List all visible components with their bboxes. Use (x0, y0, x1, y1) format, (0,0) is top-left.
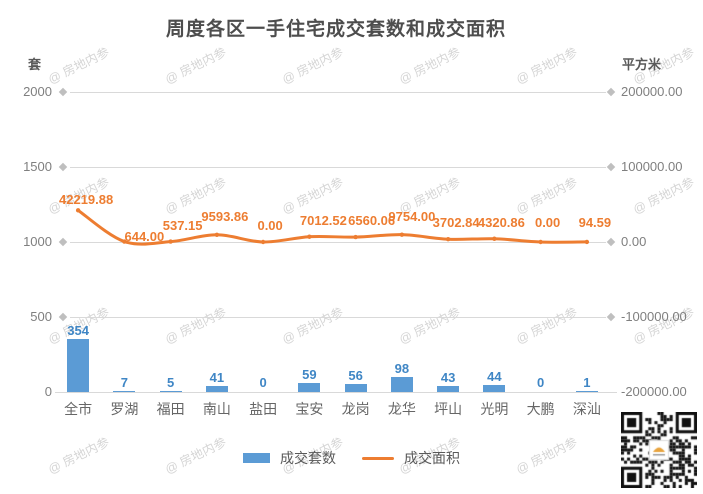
bar (344, 383, 367, 392)
line-point-label: 42219.88 (59, 192, 114, 207)
bar-value-label: 5 (167, 375, 175, 390)
category-label: 龙华 (387, 401, 416, 417)
grid-diamond-left (58, 87, 68, 97)
bar-value-label: 56 (348, 367, 363, 383)
category-label: 福田 (156, 401, 185, 417)
bar (437, 385, 460, 392)
legend-line-swatch (362, 456, 394, 460)
right-tick-label: 0.00 (621, 234, 647, 249)
legend-bar-swatch (243, 453, 270, 463)
bar (113, 390, 136, 392)
bar (390, 377, 413, 392)
watermark: @ 房地内参 (162, 305, 229, 347)
line-point-label: 94.59 (578, 215, 612, 230)
line-point-label: 4320.86 (477, 215, 525, 230)
grid-diamond-left (58, 237, 68, 247)
chart-title: 周度各区一手住宅成交套数和成交面积 (165, 19, 506, 40)
grid-diamond-right (606, 87, 616, 97)
bar-value-label: 44 (487, 369, 502, 385)
watermark: @ 房地内参 (513, 45, 580, 87)
grid-diamond-right (606, 237, 616, 247)
bar (483, 385, 506, 392)
bar (575, 391, 598, 392)
category-label: 盐田 (249, 401, 278, 417)
line-point-label: 9593.86 (201, 209, 249, 224)
category-label: 龙岗 (341, 401, 370, 417)
bar-value-label: 0 (259, 375, 267, 390)
left-axis-name: 套 (28, 57, 42, 72)
watermark: @ 房地内参 (279, 305, 346, 347)
bar (298, 383, 321, 392)
left-tick-label: 1000 (23, 234, 52, 249)
watermark: @ 房地内参 (513, 305, 580, 347)
category-label: 光明 (480, 401, 509, 417)
category-label: 坪山 (434, 401, 463, 417)
left-tick-label: 0 (44, 384, 52, 399)
category-label: 深汕 (572, 401, 601, 417)
category-label: 宝安 (295, 401, 324, 417)
legend-bar-label: 成交套数 (280, 450, 336, 466)
line-point-label: 9754.00 (388, 209, 436, 224)
watermark: @ 房地内参 (396, 305, 463, 347)
right-axis-name: 平方米 (622, 57, 662, 72)
watermark: @ 房地内参 (162, 45, 229, 87)
watermark: @ 房地内参 (45, 45, 112, 87)
bar-value-label: 43 (440, 369, 456, 385)
line-point-label: 0.00 (534, 215, 561, 230)
bar (159, 391, 182, 392)
left-tick-label: 2000 (23, 84, 52, 99)
legend: 成交套数 成交面积 (0, 448, 703, 468)
bar-value-label: 1 (583, 375, 591, 390)
grid-diamond-left (58, 162, 68, 172)
bar (67, 338, 90, 392)
category-label: 罗湖 (110, 401, 139, 417)
watermark: @ 房地内参 (279, 45, 346, 87)
line-point-label: 3702.84 (432, 215, 480, 230)
watermark: @ 房地内参 (279, 175, 346, 217)
right-tick-label: 100000.00 (621, 159, 683, 174)
category-label: 大鹏 (526, 401, 555, 417)
right-tick-label: -100000.00 (621, 309, 687, 324)
watermark: @ 房地内参 (396, 45, 463, 87)
x-axis-line (55, 392, 617, 393)
watermark: @ 房地内参 (630, 175, 697, 217)
bar-value-label: 354 (67, 322, 89, 338)
bar-value-label: 98 (394, 361, 410, 377)
line-point-label: 537.15 (162, 218, 203, 233)
line-point-label: 7012.52 (299, 213, 347, 228)
grid-line (70, 167, 606, 168)
grid-diamond-right (606, 162, 616, 172)
legend-line-label: 成交面积 (404, 450, 460, 466)
grid-diamond-left (58, 312, 68, 322)
line-point-label: 0.00 (257, 218, 283, 233)
category-label: 全市 (64, 401, 93, 417)
grid-line (70, 92, 606, 93)
line-point-label: 644.00 (124, 229, 165, 244)
bar-value-label: 59 (302, 367, 317, 383)
grid-diamond-right (606, 312, 616, 322)
grid-line (70, 317, 606, 318)
category-label: 南山 (202, 401, 231, 417)
bar (205, 385, 228, 392)
right-tick-label: 200000.00 (621, 84, 683, 99)
left-tick-label: 1500 (23, 159, 52, 174)
left-tick-label: 500 (30, 309, 52, 324)
bar-value-label: 7 (120, 374, 128, 390)
right-tick-label: -200000.00 (621, 384, 687, 399)
bar-value-label: 41 (209, 369, 225, 385)
watermark: @ 房地内参 (513, 175, 580, 217)
bar-value-label: 0 (537, 375, 545, 390)
qr-code (621, 412, 697, 488)
